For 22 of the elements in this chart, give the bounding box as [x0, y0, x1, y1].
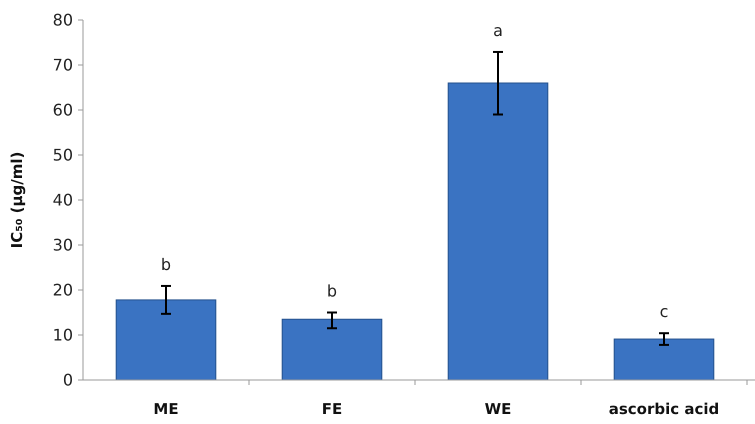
y-tick-label: 0: [62, 370, 73, 390]
x-tick-label: ascorbic acid: [608, 400, 720, 418]
bar: [116, 299, 216, 380]
y-tick-label: 50: [52, 146, 73, 165]
y-tick-label: 60: [52, 100, 73, 120]
y-tick-label: 30: [52, 236, 73, 255]
y-tick-label: 40: [52, 190, 73, 210]
x-tick-label: FE: [322, 400, 342, 418]
y-axis-title: IC₅₀ (µg/ml): [8, 152, 26, 248]
y-tick-label: 70: [52, 56, 73, 75]
annotation: a: [493, 20, 503, 40]
annotation: b: [326, 282, 338, 300]
x-tick-label: ME: [153, 400, 179, 418]
bar: [448, 82, 548, 380]
bar: [282, 318, 382, 380]
annotation: c: [660, 302, 668, 322]
y-tick-label: 80: [52, 10, 73, 30]
y-tick-label: 20: [52, 280, 73, 300]
annotation: b: [160, 254, 172, 274]
bar: [614, 338, 714, 380]
y-tick-label: 10: [52, 326, 73, 345]
x-tick-label: WE: [484, 400, 512, 418]
